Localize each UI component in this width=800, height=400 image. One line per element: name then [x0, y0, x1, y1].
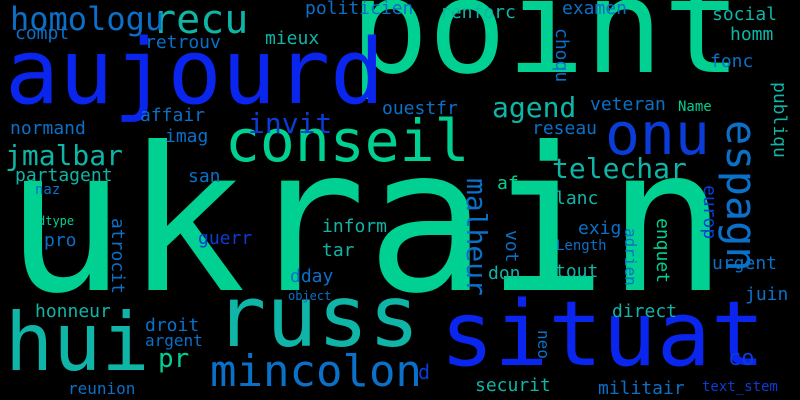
word-onu: onu — [605, 100, 710, 168]
word-espagn: espagn — [717, 120, 766, 272]
word-situat: situat — [440, 282, 766, 387]
word-argent: argent — [145, 331, 203, 350]
word-politicien: politicien — [305, 0, 414, 19]
word-adrien: adrien — [621, 228, 640, 286]
word-homologu: homologu — [10, 0, 165, 38]
word-object: object — [288, 289, 332, 303]
word-inform: inform — [322, 216, 388, 237]
word-homm: homm — [730, 24, 774, 45]
word-renforc: renforc — [440, 2, 516, 23]
word-af: af — [497, 173, 519, 194]
word-juin: juin — [745, 284, 789, 305]
word-partagent: partagent — [15, 165, 113, 186]
word-guerr: guerr — [198, 228, 253, 249]
word-veteran: veteran — [590, 94, 666, 115]
word-affair: affair — [140, 105, 206, 126]
word-russ: russ — [215, 268, 420, 367]
word-recu: recu — [152, 0, 249, 43]
word-europ: europ — [699, 185, 720, 240]
word-tout: tout — [555, 261, 599, 282]
word-neo: neo — [534, 330, 553, 359]
word-ukrain: ukrain — [5, 105, 728, 338]
word-securit: securit — [475, 375, 551, 396]
word-retrouv: retrouv — [145, 32, 221, 53]
word-mieux: mieux — [265, 28, 320, 49]
word-exig: exig — [578, 218, 622, 239]
word-lanc: lanc — [555, 188, 599, 209]
word-aujourd: aujourd — [5, 20, 385, 125]
word-mincolon: mincolon — [210, 346, 422, 397]
word-honneur: honneur — [35, 301, 111, 322]
word-naz: naz — [35, 182, 61, 198]
word-malheur: malheur — [460, 178, 493, 297]
word-compt: compt — [15, 23, 70, 44]
word-pr: pr — [158, 344, 190, 374]
word-direct: direct — [612, 301, 678, 322]
word-pro: pro — [44, 230, 77, 251]
word-vot: vot — [501, 230, 522, 263]
word-text-stem: text_stem — [702, 379, 778, 395]
word-hui: hui — [5, 296, 150, 389]
word-urgent: urgent — [712, 253, 778, 274]
word-point: point — [350, 0, 742, 103]
word-conseil: conseil — [225, 107, 470, 175]
word-don: don — [488, 263, 521, 284]
word-invit: invit — [248, 107, 333, 140]
word-normand: normand — [10, 118, 86, 139]
word-ouestfr: ouestfr — [382, 98, 458, 119]
word-droit: droit — [145, 315, 200, 336]
word-name: Name — [678, 99, 712, 115]
word-telechar: telechar — [552, 152, 687, 185]
word-enquet: enquet — [652, 218, 673, 284]
word-co: co — [728, 346, 755, 371]
word-tar: tar — [322, 240, 355, 261]
word-imag: imag — [165, 126, 209, 147]
word-d: d — [418, 360, 431, 384]
word-publiqu: publiqu — [769, 82, 790, 158]
word-militair: militair — [598, 378, 685, 399]
word-choqu: choqu — [551, 28, 572, 83]
word-san: san — [188, 166, 221, 187]
word-fonc: fonc — [710, 51, 754, 72]
word-dday: dday — [290, 266, 334, 287]
word-social: social — [712, 4, 778, 25]
word-atrocit: atrocit — [107, 218, 128, 294]
word-reseau: reseau — [532, 118, 598, 139]
word-agend: agend — [492, 91, 577, 124]
word-dtype: dtype — [38, 214, 75, 228]
word-reunion: reunion — [68, 379, 136, 398]
word-length: Length — [556, 238, 607, 254]
word-examen: examen — [562, 0, 628, 19]
word-jmalbar: jmalbar — [5, 139, 124, 172]
